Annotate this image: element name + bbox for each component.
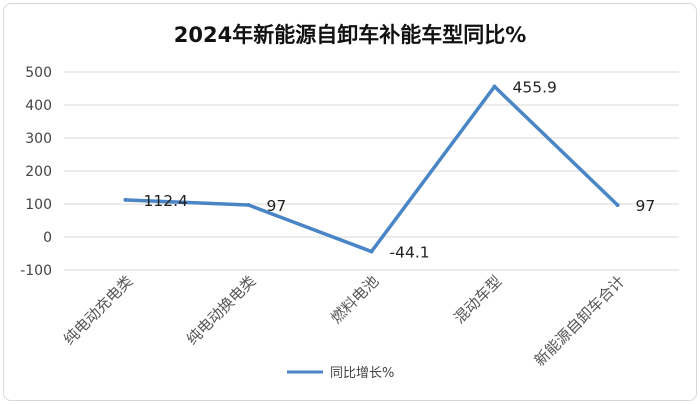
series-layer [123,84,620,254]
data-label: -44.1 [390,244,430,262]
y-tick-label: 0 [43,230,52,246]
data-point [123,197,128,202]
data-point [492,84,497,89]
legend-label: 同比增长% [330,366,394,381]
series-line [123,84,620,254]
chart-title: 2024年新能源自卸车补能车型同比% [174,23,527,47]
y-tick-label: 500 [25,65,52,81]
y-tick-label: 100 [25,197,52,213]
data-label: 97 [267,197,287,215]
y-tick-label: 200 [25,164,52,180]
x-tick-label: 燃料电池 [327,272,382,327]
data-point [246,202,251,207]
x-tick-label: 纯电动充电类 [60,272,136,348]
x-tick-label: 纯电动换电类 [183,272,259,348]
line-chart: 2024年新能源自卸车补能车型同比% -1000100200300400500 … [20,23,679,381]
y-tick-label: -100 [20,263,52,279]
y-tick-label: 400 [25,98,52,114]
x-tick-label: 新能源自卸车合计 [531,272,629,370]
data-point [369,249,374,254]
grid-lines [64,71,679,271]
data-point [615,202,620,207]
data-label: 455.9 [513,79,557,97]
data-labels: 112.4 97 -44.1 455.9 97 [144,79,656,262]
chart-container: 2024年新能源自卸车补能车型同比% -100 0 100 200 300 400 500 … [3,3,697,401]
data-label: 97 [636,197,656,215]
x-tick-label: 混动车型 [450,272,505,327]
legend[interactable]: 同比增长% [287,366,394,381]
y-tick-label: 300 [25,131,52,147]
data-label: 112.4 [144,192,188,210]
x-axis-ticks: 纯电动充电类 纯电动换电类 燃料电池 混动车型 新能源自卸车合计 [60,272,628,370]
y-axis-ticks: -100 0 100 200 300 400 500 [20,65,52,279]
